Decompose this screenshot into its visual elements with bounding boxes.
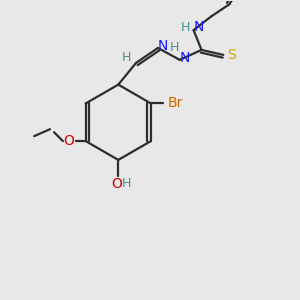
Text: Br: Br	[168, 96, 183, 110]
Text: N: N	[179, 51, 190, 65]
Text: H: H	[181, 21, 190, 34]
Text: H: H	[170, 41, 179, 55]
Text: H: H	[122, 51, 131, 64]
Text: O: O	[111, 177, 122, 191]
Text: O: O	[63, 134, 74, 148]
Text: N: N	[194, 20, 204, 34]
Text: H: H	[122, 177, 131, 190]
Text: S: S	[227, 48, 236, 62]
Text: N: N	[158, 39, 168, 53]
